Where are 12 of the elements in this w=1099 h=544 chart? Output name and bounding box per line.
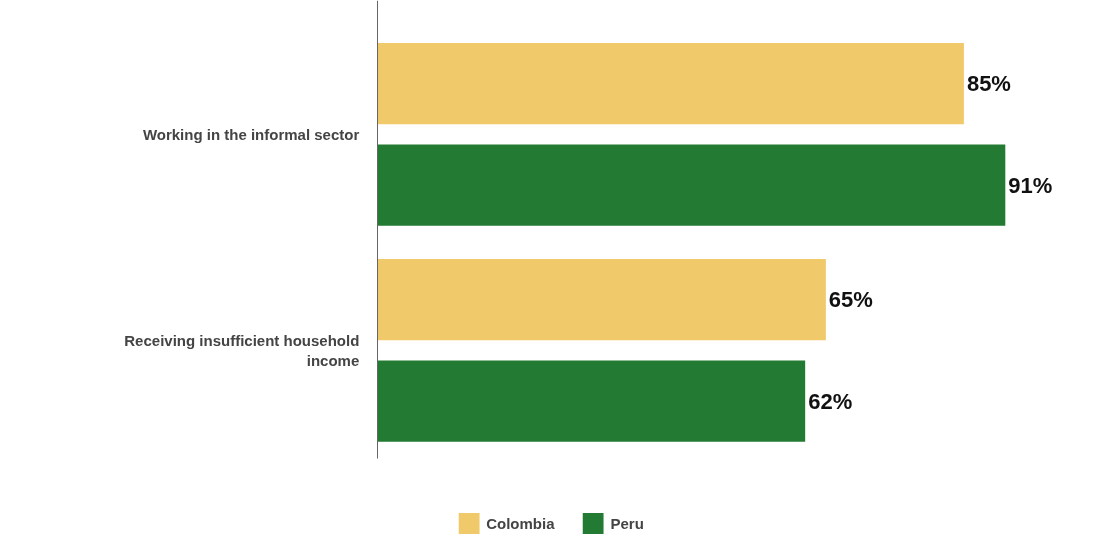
data-label: 91% [1008,172,1053,198]
bar [377,259,826,341]
y-tick-label: Receiving insufficient household income [124,331,360,370]
legend-label: Peru [610,514,644,532]
bar [377,144,1006,226]
legend-label: Colombia [486,514,555,532]
y-tick-label: Working in the informal sector [142,125,360,143]
bar [377,360,806,442]
bar [377,43,964,125]
data-label: 65% [828,287,873,313]
data-label: 85% [966,71,1011,97]
data-label: 62% [808,388,853,414]
